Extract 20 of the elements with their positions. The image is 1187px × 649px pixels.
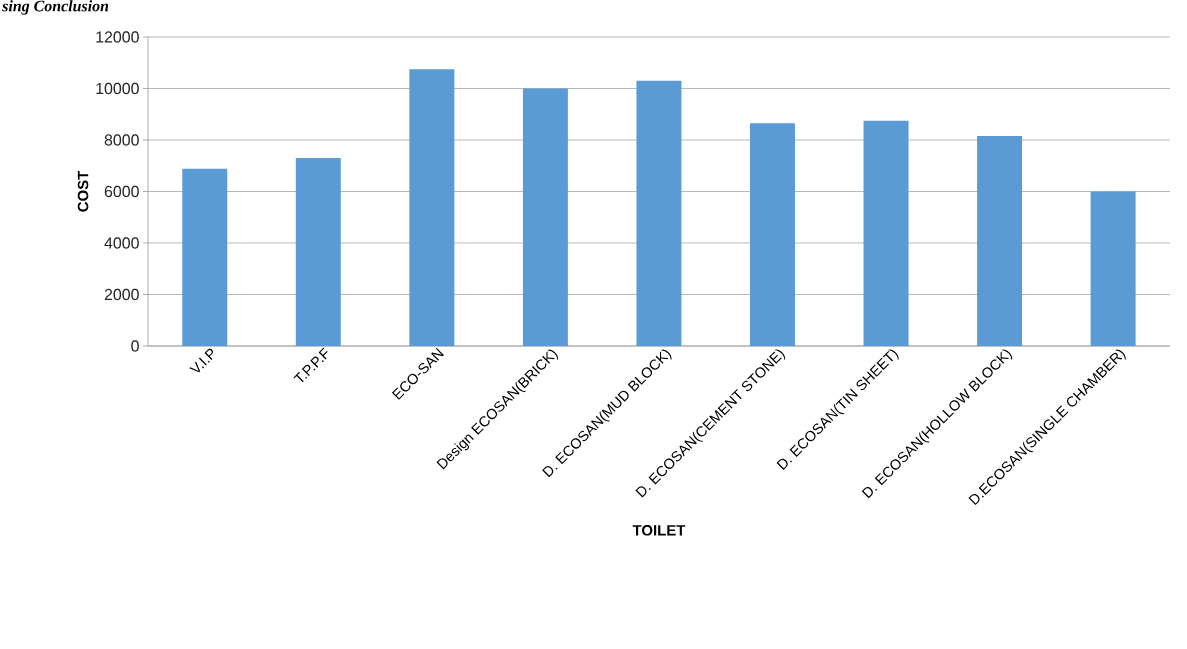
y-tick-label: 6000	[104, 185, 139, 198]
y-tick-label: 0	[131, 340, 139, 352]
bar	[977, 136, 1023, 346]
bar	[182, 168, 228, 346]
bar	[409, 69, 455, 346]
y-tick-label: 8000	[104, 134, 139, 146]
bar	[295, 158, 341, 346]
y-axis-title: COST	[77, 170, 89, 212]
bar	[750, 123, 795, 346]
bar	[1090, 191, 1136, 346]
x-axis-title: TOILET	[632, 525, 686, 536]
y-tick-label: 10000	[96, 82, 139, 95]
y-tick-label: 2000	[104, 288, 139, 301]
bar	[522, 88, 568, 346]
bar	[863, 120, 909, 346]
bar	[636, 80, 682, 346]
y-tick-label: 12000	[96, 31, 139, 43]
y-tick-label: 4000	[104, 237, 139, 249]
text: sing Conclusion	[2, 0, 109, 15]
x-tick-label: V.I.P	[189, 348, 213, 373]
